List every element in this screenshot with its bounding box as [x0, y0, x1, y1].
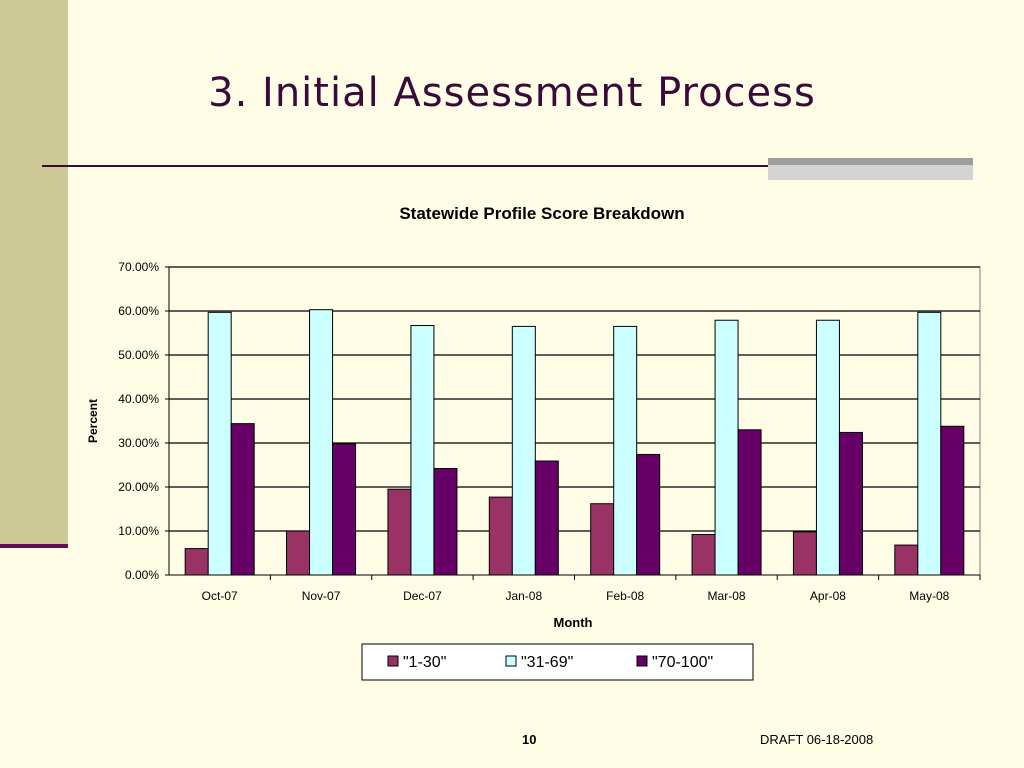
bar: [815, 319, 840, 576]
side-accent-line: [0, 544, 68, 548]
x-axis-label: Month: [554, 615, 593, 630]
y-tick-label: 40.00%: [118, 392, 159, 406]
bar: [387, 488, 412, 576]
y-tick-label: 10.00%: [118, 524, 159, 538]
y-tick-label: 0.00%: [125, 568, 159, 582]
bar: [792, 531, 817, 576]
bar: [590, 503, 615, 576]
legend: "1-30" "31-69" "70-100": [361, 643, 754, 681]
legend-label: "31-69": [521, 654, 573, 671]
legend-box: [361, 643, 754, 681]
y-tick-label: 20.00%: [118, 480, 159, 494]
bar: [714, 319, 739, 576]
bar: [838, 431, 863, 576]
slide-title: 3. Initial Assessment Process: [208, 70, 816, 116]
x-tick-label: Nov-07: [302, 589, 341, 603]
chart-title: Statewide Profile Score Breakdown: [399, 204, 684, 223]
legend-swatch: [636, 655, 648, 667]
decorative-gray-bar: [768, 158, 973, 180]
x-tick-label: Dec-07: [403, 589, 442, 603]
bar: [511, 325, 536, 576]
side-band: [0, 0, 68, 548]
legend-swatch: [505, 655, 517, 667]
y-tick-label: 30.00%: [118, 436, 159, 450]
bar: [917, 311, 942, 576]
x-tick-label: Jan-08: [505, 589, 542, 603]
x-tick-label: Oct-07: [202, 589, 238, 603]
title-rule: [42, 165, 972, 167]
x-tick-label: Apr-08: [810, 589, 846, 603]
bar: [309, 309, 334, 576]
bar: [636, 453, 661, 576]
bar: [433, 468, 458, 576]
y-axis-label: Percent: [86, 399, 100, 443]
x-tick-label: May-08: [909, 589, 949, 603]
bar: [534, 460, 559, 576]
bar: [488, 496, 513, 576]
bar: [894, 544, 919, 576]
bar: [230, 423, 255, 576]
y-tick-label: 70.00%: [118, 260, 159, 274]
y-tick-label: 60.00%: [118, 304, 159, 318]
bar: [332, 443, 357, 576]
bar: [691, 534, 716, 576]
bar: [940, 425, 965, 576]
x-tick-label: Feb-08: [606, 589, 644, 603]
bar: [737, 429, 762, 576]
bar: [207, 311, 232, 576]
page-number: 10: [522, 732, 537, 747]
y-tick-label: 50.00%: [118, 348, 159, 362]
bar: [286, 530, 311, 576]
x-tick-label: Mar-08: [708, 589, 746, 603]
legend-swatch: [387, 655, 399, 667]
bar: [184, 548, 209, 576]
bar: [613, 325, 638, 576]
legend-label: "1-30": [403, 654, 446, 671]
bar: [410, 325, 435, 576]
draft-footer: DRAFT 06-18-2008: [760, 732, 874, 747]
legend-label: "70-100": [652, 654, 713, 671]
